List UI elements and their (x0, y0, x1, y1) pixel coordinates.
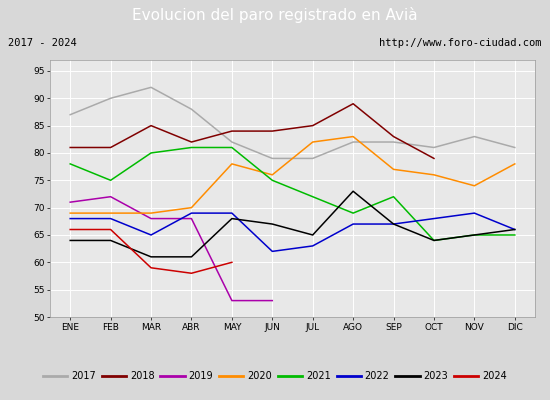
Text: Evolucion del paro registrado en Avià: Evolucion del paro registrado en Avià (132, 7, 418, 23)
Text: http://www.foro-ciudad.com: http://www.foro-ciudad.com (379, 38, 542, 48)
Text: 2017 - 2024: 2017 - 2024 (8, 38, 77, 48)
Legend: 2017, 2018, 2019, 2020, 2021, 2022, 2023, 2024: 2017, 2018, 2019, 2020, 2021, 2022, 2023… (39, 367, 511, 385)
